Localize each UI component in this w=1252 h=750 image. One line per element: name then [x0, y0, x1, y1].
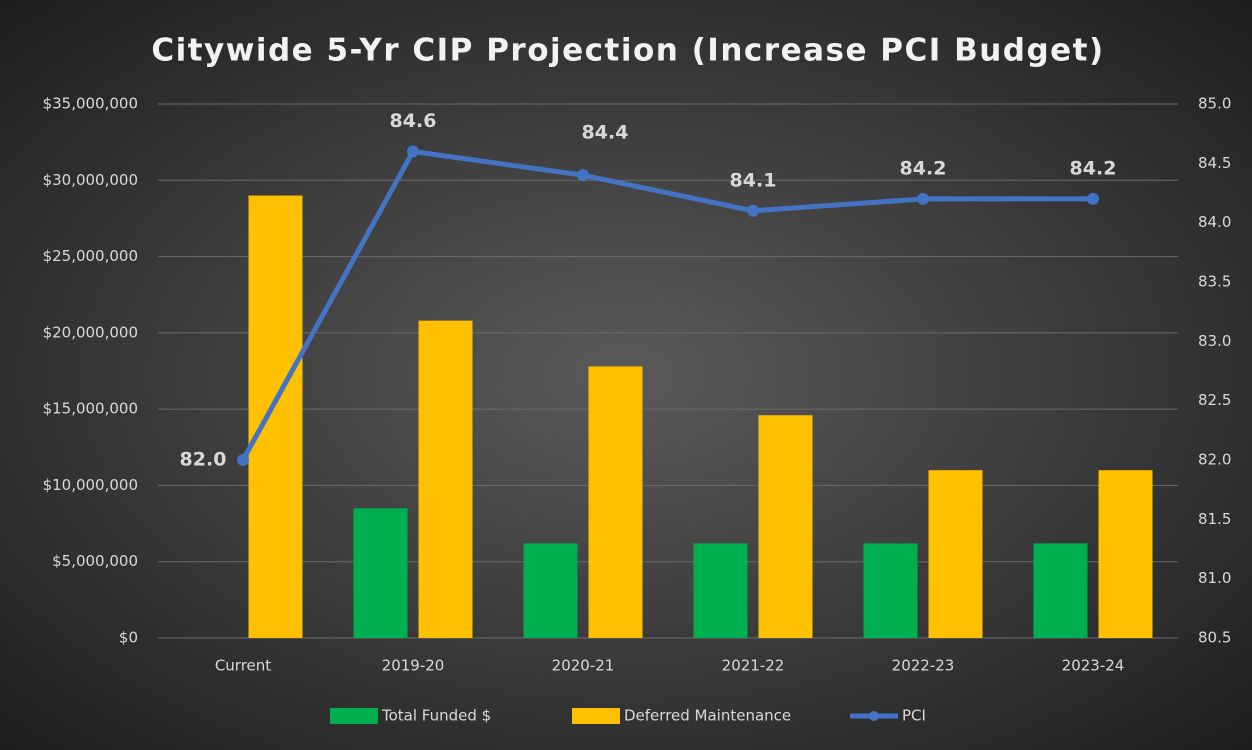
y2-tick-label: 83.5 — [1198, 273, 1231, 291]
y-tick-label: $10,000,000 — [43, 476, 138, 494]
data-label: 84.6 — [390, 110, 437, 132]
y-tick-label: $15,000,000 — [43, 400, 138, 418]
bar — [1098, 470, 1153, 638]
y2-tick-label: 84.5 — [1198, 154, 1231, 172]
line-marker — [577, 169, 589, 182]
bar — [418, 320, 473, 638]
data-label: 84.4 — [582, 122, 629, 144]
legend-label: Deferred Maintenance — [624, 707, 791, 725]
x-tick-label: 2020-21 — [552, 657, 615, 675]
bar — [588, 366, 643, 638]
y-tick-label: $30,000,000 — [43, 171, 138, 189]
bar — [523, 543, 578, 638]
legend-swatch — [869, 711, 879, 721]
x-tick-label: 2023-24 — [1062, 657, 1125, 675]
bar — [1033, 543, 1088, 638]
y-tick-label: $20,000,000 — [43, 323, 138, 341]
x-tick-label: Current — [215, 657, 271, 675]
bar — [758, 415, 813, 638]
bar — [928, 470, 983, 638]
line — [240, 148, 1093, 462]
y-tick-label: $0 — [119, 629, 138, 647]
legend-label: Total Funded $ — [381, 707, 491, 725]
y2-tick-label: 81.5 — [1198, 510, 1231, 528]
y2-tick-label: 85.0 — [1198, 95, 1231, 113]
y-tick-label: $25,000,000 — [43, 247, 138, 265]
bar — [248, 195, 303, 639]
line-marker — [1087, 192, 1099, 205]
y2-tick-label: 84.0 — [1198, 213, 1231, 231]
line-marker — [747, 204, 759, 217]
line-marker — [407, 145, 419, 158]
legend-swatch — [572, 708, 620, 724]
y2-tick-label: 81.0 — [1198, 569, 1231, 587]
y2-tick-label: 82.0 — [1198, 451, 1231, 469]
y2-tick-label: 82.5 — [1198, 391, 1231, 409]
x-tick-label: 2021-22 — [722, 657, 785, 675]
y-tick-label: $35,000,000 — [43, 95, 138, 113]
line-marker — [917, 192, 929, 205]
y2-tick-label: 80.5 — [1198, 629, 1231, 647]
data-label: 84.1 — [730, 169, 777, 191]
line-marker — [237, 454, 249, 466]
legend-swatch — [330, 708, 378, 724]
data-label: 84.2 — [900, 157, 947, 179]
x-tick-label: 2022-23 — [892, 657, 955, 675]
data-label: 82.0 — [180, 449, 227, 471]
bar — [353, 508, 408, 638]
x-tick-label: 2019-20 — [382, 657, 445, 675]
legend-label: PCI — [902, 707, 926, 725]
bar — [863, 543, 918, 638]
bar — [693, 543, 748, 638]
y2-tick-label: 83.0 — [1198, 332, 1231, 350]
data-label: 84.2 — [1070, 157, 1117, 179]
chart-title: Citywide 5-Yr CIP Projection (Increase P… — [151, 33, 1104, 69]
y-tick-label: $5,000,000 — [52, 552, 138, 570]
